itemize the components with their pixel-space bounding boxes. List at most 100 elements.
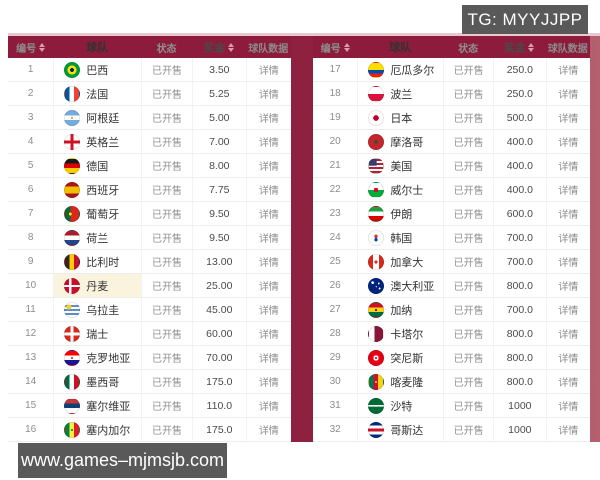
detail-link[interactable]: 详情 — [545, 250, 590, 273]
prize-value: 175.0 — [191, 370, 246, 393]
team-cell: 哥斯达 — [357, 418, 443, 441]
flag-cameroon-icon — [368, 373, 385, 390]
team-cell: 法国 — [53, 82, 141, 105]
table-row: 26 澳大利亚 已开售 800.0 详情 — [313, 274, 590, 298]
prize-value: 400.0 — [493, 178, 546, 201]
detail-link[interactable]: 详情 — [245, 130, 291, 153]
row-number: 16 — [25, 424, 37, 435]
team-name: 葡萄牙 — [86, 208, 120, 221]
row-number: 11 — [25, 304, 36, 315]
table-body-left: 1 巴西 已开售 3.50 详情 2 法国 已开售 5.25 详情 3 阿根廷 已开售 5.00 详情 4 英格… — [8, 58, 291, 442]
flag-qatar-icon — [368, 325, 385, 342]
header-team: 球队 — [357, 36, 443, 58]
detail-link[interactable]: 详情 — [245, 154, 291, 177]
detail-link[interactable]: 详情 — [545, 58, 590, 81]
row-number: 21 — [329, 160, 341, 171]
table-row: 16 塞内加尔 已开售 175.0 详情 — [8, 418, 291, 442]
prize-value: 3.50 — [191, 58, 246, 81]
flag-iran-icon — [368, 205, 385, 222]
detail-link[interactable]: 详情 — [545, 202, 590, 225]
flag-saudi-icon — [368, 397, 385, 414]
flag-morocco-icon — [368, 133, 385, 150]
flag-wales-icon — [368, 181, 385, 198]
detail-link[interactable]: 详情 — [245, 274, 291, 297]
flag-japan-icon — [368, 109, 385, 126]
team-cell: 乌拉圭 — [53, 298, 141, 321]
detail-link[interactable]: 详情 — [245, 202, 291, 225]
detail-link[interactable]: 详情 — [545, 226, 590, 249]
row-number: 4 — [27, 136, 34, 147]
detail-link[interactable]: 详情 — [245, 250, 291, 273]
row-number: 30 — [329, 376, 341, 387]
detail-link[interactable]: 详情 — [545, 322, 590, 345]
team-cell: 德国 — [53, 154, 141, 177]
header-id[interactable]: 编号 — [313, 36, 357, 58]
prize-value: 13.00 — [191, 250, 246, 273]
table-row: 32 哥斯达 已开售 1000 详情 — [313, 418, 590, 442]
row-number: 26 — [329, 280, 341, 291]
table-row: 17 厄瓜多尔 已开售 250.0 详情 — [313, 58, 590, 82]
tg-watermark: TG: MYYJJPP — [462, 5, 588, 34]
detail-link[interactable]: 详情 — [545, 130, 590, 153]
status-text: 已开售 — [443, 274, 493, 297]
table-row: 27 加纳 已开售 700.0 详情 — [313, 298, 590, 322]
status-text: 已开售 — [140, 226, 192, 249]
status-text: 已开售 — [140, 106, 192, 129]
detail-link[interactable]: 详情 — [545, 106, 590, 129]
header-id[interactable]: 编号 — [8, 36, 53, 58]
row-number: 18 — [329, 88, 341, 99]
prize-value: 700.0 — [493, 226, 546, 249]
team-cell: 厄瓜多尔 — [357, 58, 443, 81]
detail-link[interactable]: 详情 — [545, 370, 590, 393]
header-team-data-label: 球队数据 — [547, 43, 588, 55]
team-name: 乌拉圭 — [86, 304, 120, 317]
detail-link[interactable]: 详情 — [245, 106, 291, 129]
row-number: 3 — [27, 112, 34, 123]
detail-link[interactable]: 详情 — [245, 226, 291, 249]
status-text: 已开售 — [140, 370, 192, 393]
site-watermark: www.games–mjmsjb.com — [18, 443, 227, 478]
header-status-label: 状态 — [156, 43, 177, 55]
detail-link[interactable]: 详情 — [545, 82, 590, 105]
prize-value: 7.75 — [191, 178, 246, 201]
team-name: 沙特 — [390, 400, 413, 413]
detail-link[interactable]: 详情 — [545, 346, 590, 369]
detail-link[interactable]: 详情 — [245, 178, 291, 201]
detail-link[interactable]: 详情 — [245, 322, 291, 345]
detail-link[interactable]: 详情 — [545, 154, 590, 177]
prize-value: 800.0 — [493, 274, 546, 297]
flag-argentina-icon — [64, 109, 81, 126]
detail-link[interactable]: 详情 — [245, 394, 291, 417]
detail-link[interactable]: 详情 — [245, 418, 291, 441]
status-text: 已开售 — [140, 274, 192, 297]
prize-value: 700.0 — [493, 298, 546, 321]
detail-link[interactable]: 详情 — [545, 178, 590, 201]
detail-link[interactable]: 详情 — [245, 370, 291, 393]
flag-tunisia-icon — [368, 349, 385, 366]
prize-value: 400.0 — [493, 130, 546, 153]
detail-link[interactable]: 详情 — [545, 418, 590, 441]
detail-link[interactable]: 详情 — [245, 298, 291, 321]
row-number: 27 — [329, 304, 341, 315]
header-prize[interactable]: 奖金 — [493, 36, 546, 58]
detail-link[interactable]: 详情 — [545, 394, 590, 417]
prize-value: 5.25 — [191, 82, 246, 105]
team-name: 克罗地亚 — [86, 352, 131, 365]
detail-link[interactable]: 详情 — [245, 58, 291, 81]
team-cell: 加拿大 — [357, 250, 443, 273]
detail-link[interactable]: 详情 — [545, 298, 590, 321]
row-number: 10 — [25, 280, 37, 291]
detail-link[interactable]: 详情 — [545, 274, 590, 297]
prize-value: 600.0 — [493, 202, 546, 225]
team-name: 阿根廷 — [86, 112, 120, 125]
team-name: 喀麦隆 — [390, 376, 424, 389]
team-name: 加拿大 — [390, 256, 424, 269]
status-text: 已开售 — [443, 202, 493, 225]
status-text: 已开售 — [140, 82, 192, 105]
header-prize[interactable]: 奖金 — [192, 36, 246, 58]
detail-link[interactable]: 详情 — [245, 346, 291, 369]
detail-link[interactable]: 详情 — [245, 82, 291, 105]
team-name: 荷兰 — [86, 232, 109, 245]
row-number: 12 — [25, 328, 37, 339]
